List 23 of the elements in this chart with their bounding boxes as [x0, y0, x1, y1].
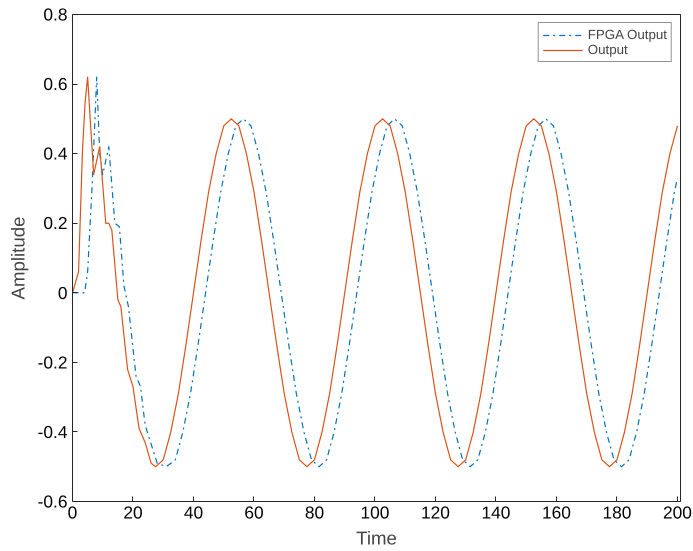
- x-axis-title: Time: [356, 528, 397, 548]
- x-tick-label: 80: [304, 502, 324, 522]
- x-tick-label: 40: [184, 502, 204, 522]
- y-tick-label: 0: [58, 282, 68, 303]
- x-tick-label: 180: [602, 502, 632, 522]
- y-tick-label: 0.8: [43, 4, 68, 24]
- x-tick-label: 120: [421, 502, 450, 522]
- x-tick-label: 140: [482, 502, 510, 522]
- y-tick-label: 0.4: [43, 144, 68, 164]
- y-tick-label: 0.6: [43, 74, 68, 94]
- x-tick-label: 20: [123, 502, 143, 522]
- y-tick-label: -0.6: [38, 492, 68, 512]
- line-series: [72, 76, 678, 468]
- y-tick-label: 0.2: [43, 213, 68, 234]
- x-tick-label: 60: [244, 502, 264, 522]
- x-tick-label: 100: [360, 502, 390, 522]
- y-tick-label: -0.2: [38, 352, 68, 372]
- legend-label: Output: [588, 42, 628, 57]
- legend-label: FPGA Output: [588, 27, 667, 42]
- x-tick-label: 160: [542, 502, 571, 522]
- y-axis-title: Amplitude: [8, 216, 29, 300]
- y-tick-label: -0.4: [38, 422, 68, 442]
- x-tick-label: 200: [663, 502, 692, 522]
